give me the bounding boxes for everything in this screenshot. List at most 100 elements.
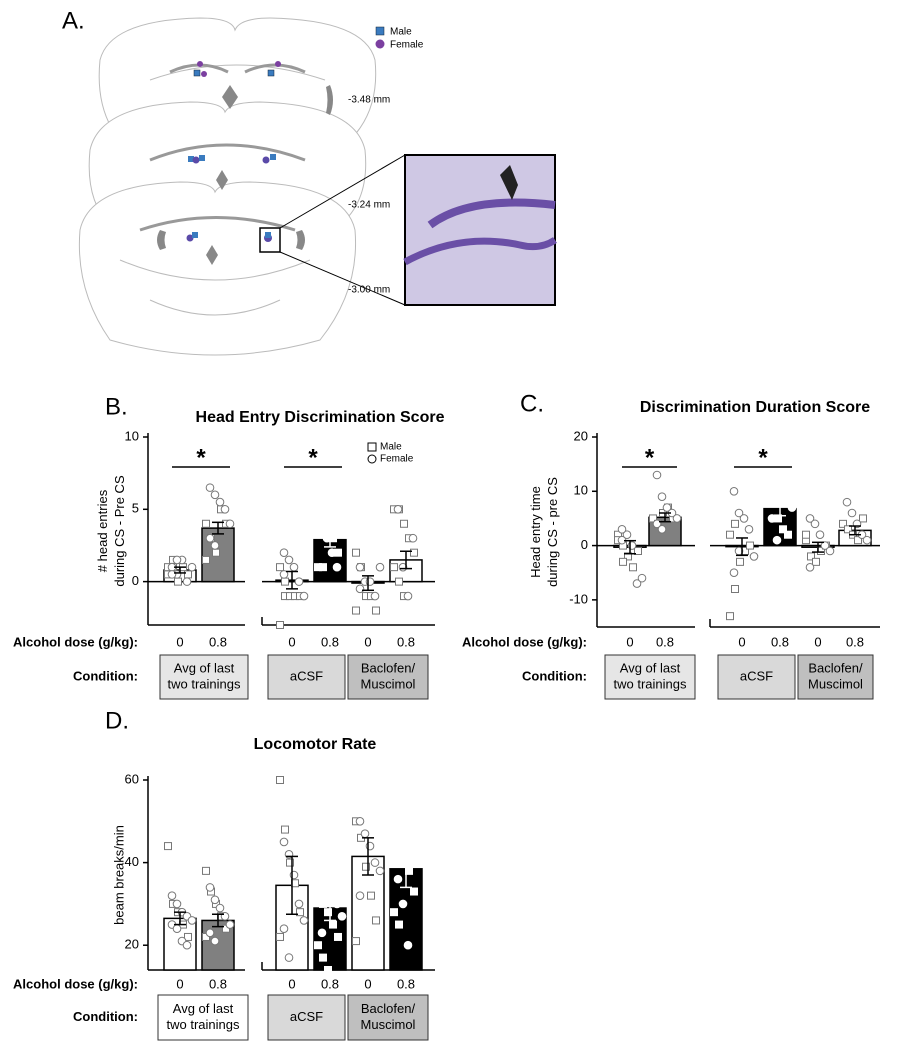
female-point xyxy=(210,895,220,905)
y-tick-label: 40 xyxy=(125,854,139,869)
female-point xyxy=(729,568,739,578)
female-point xyxy=(317,928,327,938)
female-point xyxy=(289,562,299,572)
male-point xyxy=(319,505,327,514)
female-point xyxy=(820,541,830,550)
condition-box xyxy=(267,994,346,1041)
x-tick-label: 0.8 xyxy=(846,634,864,649)
y-tick-label: 0 xyxy=(132,573,139,588)
male-point xyxy=(731,585,739,593)
female-point xyxy=(172,899,182,909)
female-point xyxy=(370,858,380,867)
female-point xyxy=(413,858,423,867)
x-tick-label: 0.8 xyxy=(321,976,339,991)
female-point xyxy=(825,546,835,556)
female-point xyxy=(370,591,380,601)
y-axis-label: Head entry time xyxy=(528,486,543,578)
male-point xyxy=(319,899,327,908)
male-point xyxy=(395,577,403,586)
male-point xyxy=(634,547,642,555)
section-label: -3.00 mm xyxy=(348,285,390,296)
male-point xyxy=(390,908,398,917)
chart-title: Locomotor Rate xyxy=(254,736,377,753)
female-point xyxy=(729,486,739,496)
x-tick-label: 0.8 xyxy=(209,634,227,649)
condition-text: two trainings xyxy=(614,676,687,691)
female-point xyxy=(782,492,792,502)
dose-label: Alcohol dose (g/kg): xyxy=(13,976,138,991)
y-tick-label: 20 xyxy=(125,937,139,952)
x-tick-label: 0 xyxy=(814,634,821,649)
section-line xyxy=(149,143,306,162)
x-tick-label: 0 xyxy=(288,634,295,649)
female-point xyxy=(403,940,413,950)
female-point xyxy=(167,570,177,579)
female-point xyxy=(847,508,857,518)
zoom-line xyxy=(279,251,406,306)
female-point xyxy=(815,530,825,540)
female-point xyxy=(375,562,385,572)
panel-a: A. xyxy=(62,7,557,356)
female-point xyxy=(767,459,777,469)
female-point xyxy=(172,924,182,933)
male-point xyxy=(726,530,734,539)
dose-label: Alcohol dose (g/kg): xyxy=(462,634,587,649)
female-point xyxy=(355,891,365,900)
legend-label: Male xyxy=(380,442,402,453)
zoom-box xyxy=(259,227,281,253)
x-tick-label: 0 xyxy=(176,976,183,991)
female-point xyxy=(810,519,820,529)
male-point xyxy=(164,842,172,851)
inset-band xyxy=(427,198,556,229)
male-point xyxy=(362,862,370,871)
placement-markers xyxy=(186,61,406,306)
female-marker xyxy=(262,156,270,164)
male-marker xyxy=(192,232,198,238)
male-point xyxy=(202,555,210,564)
significance-star: * xyxy=(196,444,206,471)
male-point xyxy=(736,557,744,566)
female-point xyxy=(167,891,177,900)
male-point xyxy=(319,563,327,572)
male-point xyxy=(324,966,332,974)
female-point xyxy=(182,940,192,950)
male-point xyxy=(395,920,403,929)
female-point xyxy=(355,584,365,594)
y-axis-label: # head entries xyxy=(95,489,110,572)
male-point xyxy=(367,891,375,900)
male-point xyxy=(352,937,360,946)
female-point xyxy=(284,555,294,565)
female-point xyxy=(205,928,215,938)
female-point xyxy=(744,524,754,534)
male-point xyxy=(352,548,360,557)
female-marker xyxy=(197,61,203,67)
male-point xyxy=(276,621,284,629)
x-tick-label: 0.8 xyxy=(397,634,415,649)
y-axis-label: beam breaks/min xyxy=(111,825,126,925)
condition-text: Muscimol xyxy=(361,1017,416,1032)
female-point xyxy=(205,883,215,892)
female-point xyxy=(279,837,289,847)
female-point xyxy=(355,562,365,572)
female-point xyxy=(317,817,327,826)
male-point xyxy=(779,525,787,534)
female-point xyxy=(408,533,418,543)
male-point xyxy=(629,563,637,572)
female-point xyxy=(862,535,872,545)
male-point xyxy=(319,953,327,962)
male-point xyxy=(202,866,210,875)
brain-sections xyxy=(78,17,377,356)
female-point xyxy=(284,953,294,962)
female-point xyxy=(777,481,787,491)
female-point xyxy=(225,920,235,929)
legend-label: Male xyxy=(390,27,412,38)
inset-band xyxy=(403,237,557,266)
female-point xyxy=(187,562,197,572)
female-point xyxy=(622,530,632,540)
female-point xyxy=(749,552,759,561)
condition-label: Condition: xyxy=(73,668,138,683)
female-point xyxy=(398,821,408,830)
female-point xyxy=(322,533,332,543)
female-point xyxy=(215,903,225,913)
